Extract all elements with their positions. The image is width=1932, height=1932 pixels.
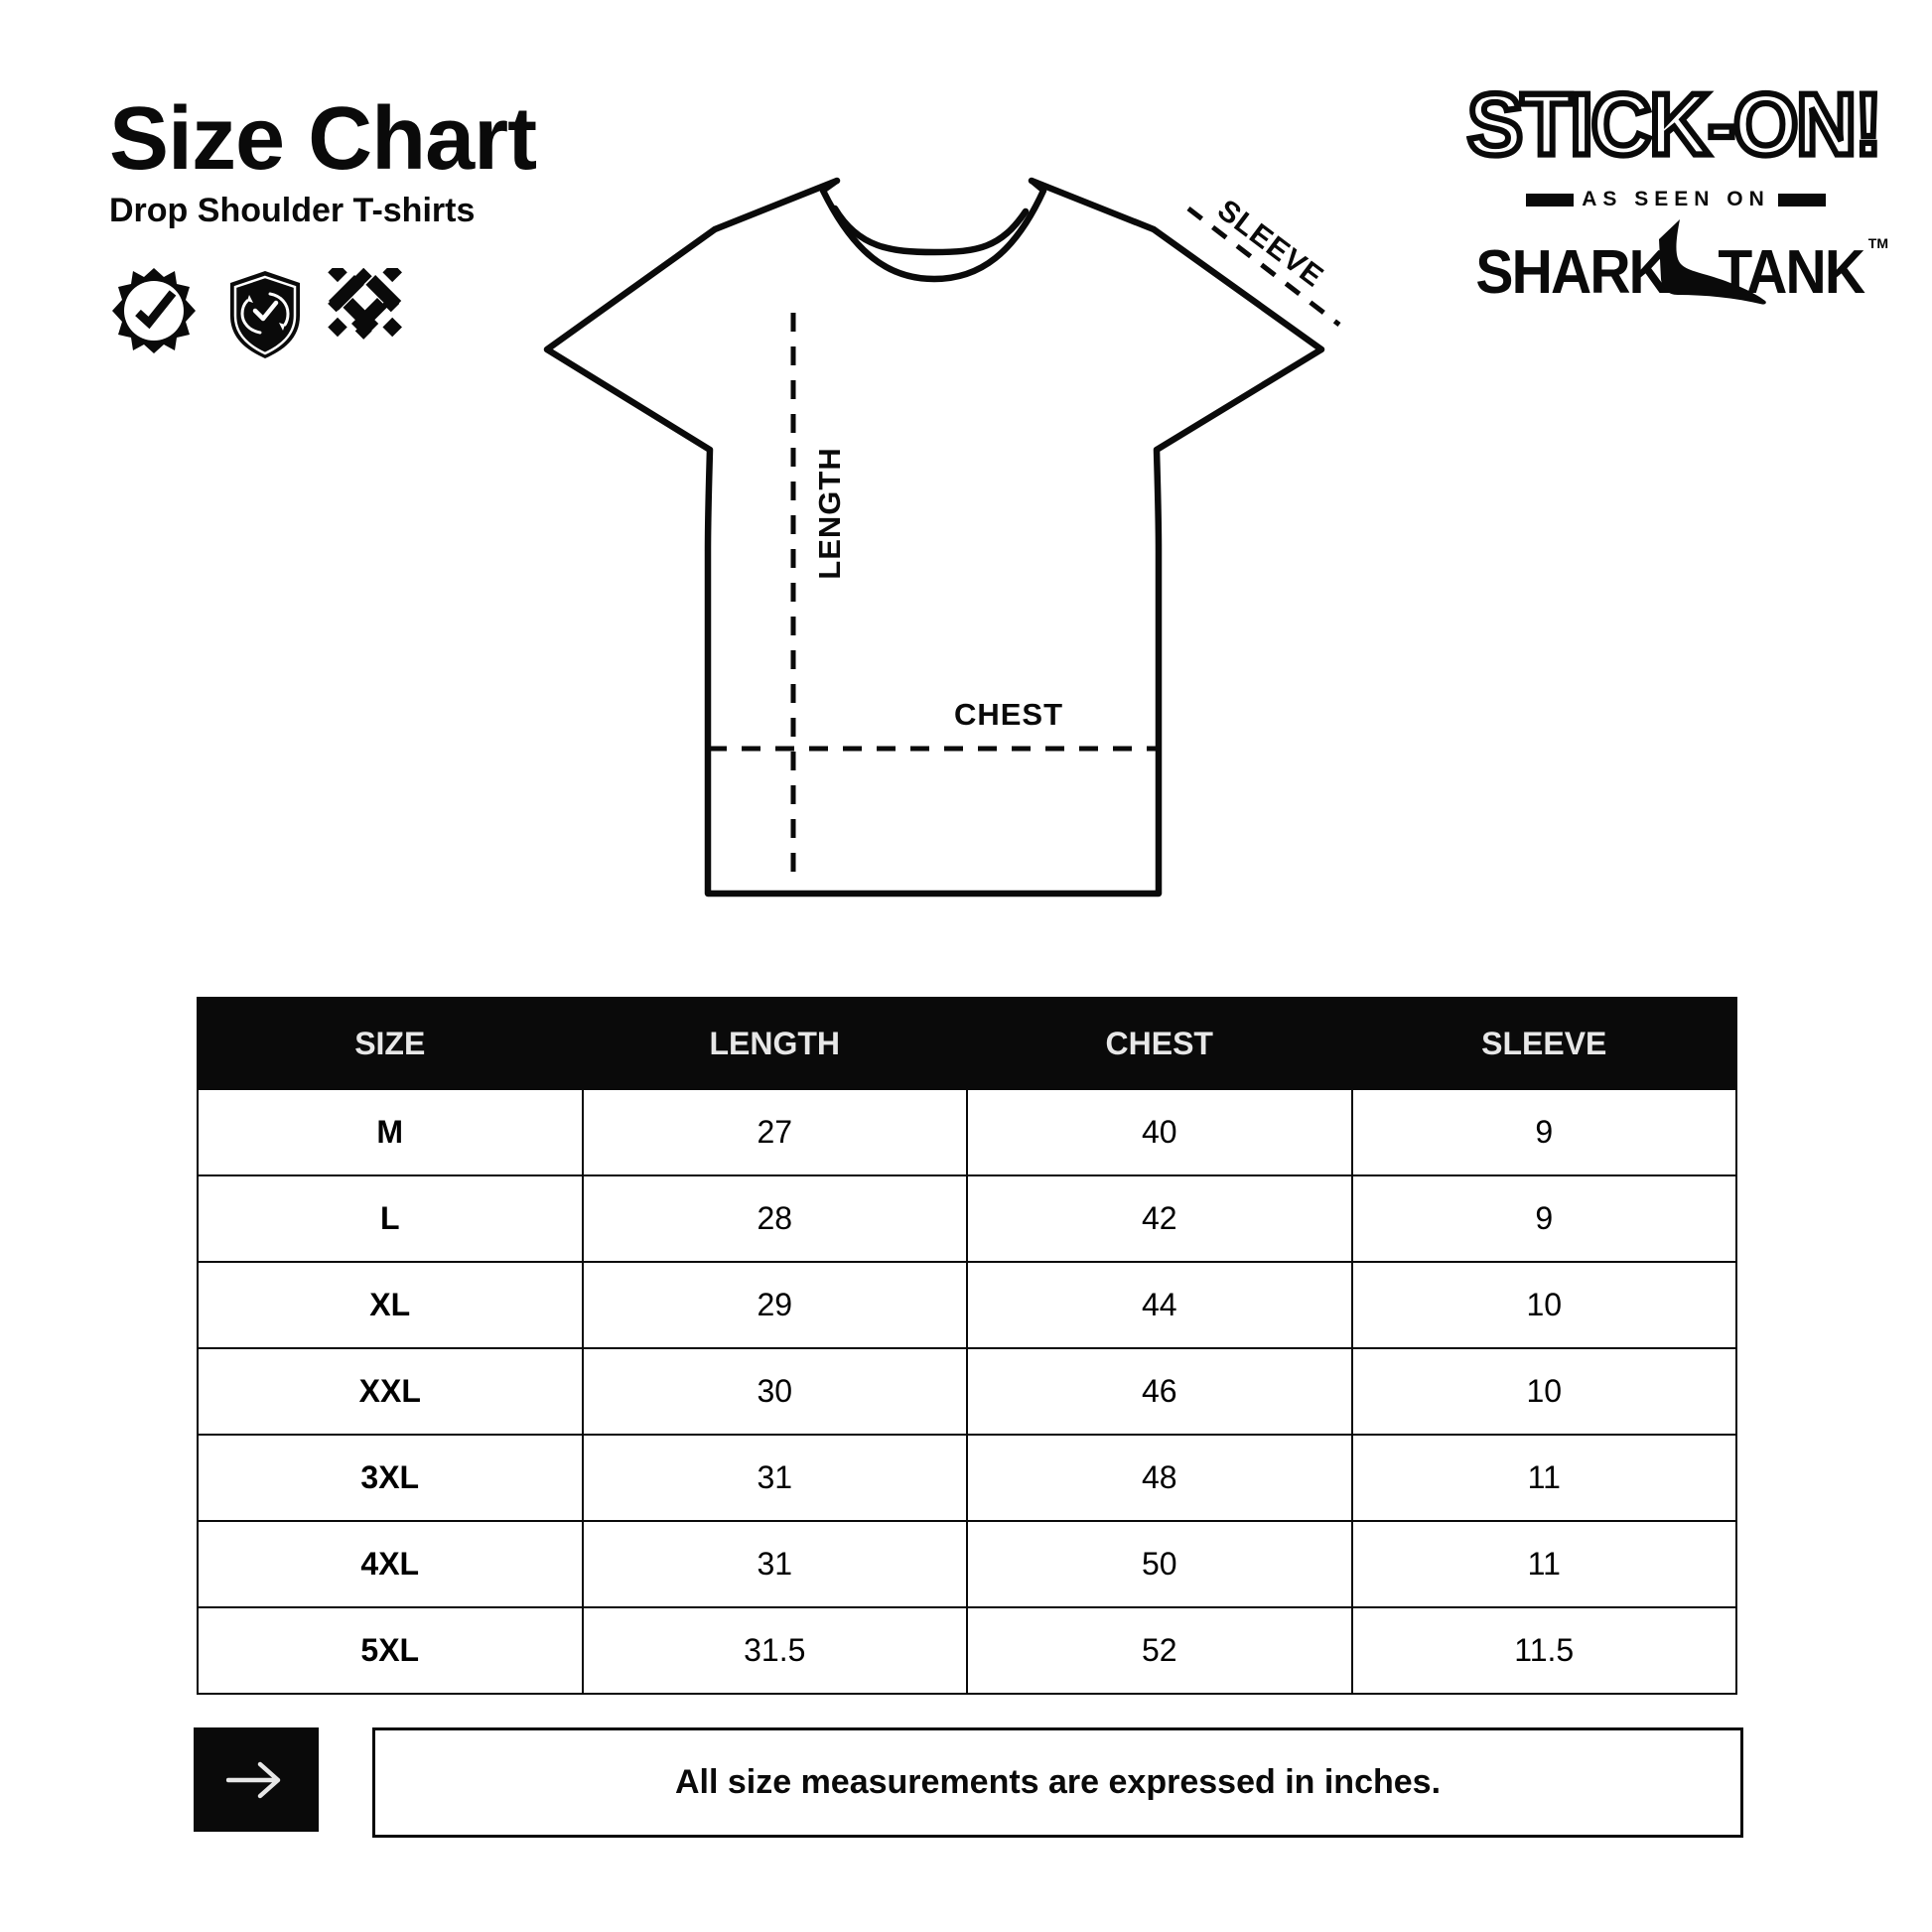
svg-text:SLEEVE: SLEEVE (1211, 194, 1329, 294)
svg-text:LENGTH: LENGTH (812, 447, 847, 579)
svg-text:CHEST: CHEST (954, 697, 1063, 732)
